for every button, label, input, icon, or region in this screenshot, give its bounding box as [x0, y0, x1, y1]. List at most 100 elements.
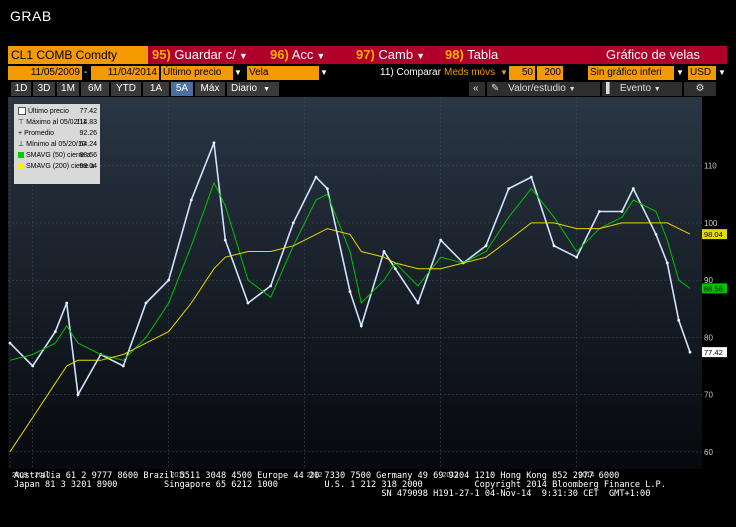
end-date-field[interactable]: 11/04/2014 [91, 66, 159, 80]
menu-label: Camb [378, 47, 414, 62]
menu-number: 95) [152, 47, 171, 62]
legend-swatch [18, 163, 24, 170]
data-point [552, 244, 556, 248]
data-point [439, 238, 443, 242]
x-tick-label: 2012 [307, 472, 323, 479]
data-point [246, 301, 250, 305]
data-point [76, 393, 80, 396]
chart-type-select[interactable]: Vela [247, 66, 319, 80]
legend-row-average: + Promedio 92.26 [18, 128, 97, 139]
legend-value: 114.83 [76, 119, 97, 126]
y-tick-label: 90 [704, 276, 713, 285]
menu-number: 97) [356, 47, 375, 62]
high-marker-icon: ⊤ [18, 119, 25, 126]
chevron-down-icon[interactable]: ▼ [234, 68, 242, 77]
series-line [9, 181, 691, 361]
value-study-button[interactable]: ✎ Valor/estudio ▼ [487, 82, 600, 96]
range-max[interactable]: Máx [195, 82, 225, 96]
frequency-select[interactable]: Diario ▼ [227, 82, 279, 96]
y-tick-label: 70 [704, 391, 713, 400]
range-ytd[interactable]: YTD [111, 82, 141, 96]
chart-legend[interactable]: Último precio 77.42 ⊤ Máximo al 05/02/11 11… [14, 104, 100, 184]
chart-title: Gráfico de velas [606, 47, 700, 62]
ticker-field[interactable]: CL1 COMB Comdty [8, 46, 148, 64]
menu-label: Acc [291, 47, 314, 62]
range-5a[interactable]: 5A [171, 82, 193, 96]
x-tick-label: 2010 [35, 472, 51, 479]
data-point [189, 198, 193, 202]
data-point [167, 278, 171, 282]
start-date-field[interactable]: 11/05/2009 [8, 66, 82, 80]
chevron-down-icon[interactable]: ▼ [500, 68, 508, 77]
actions-menu[interactable]: 96) Acc ▼ [270, 46, 325, 64]
chevron-down-icon[interactable]: ▼ [676, 68, 684, 77]
legend-label: Último precio [28, 108, 69, 115]
event-label: Evento [619, 83, 652, 94]
menu-label: Tabla [467, 47, 499, 62]
data-point [325, 187, 329, 190]
table-menu[interactable]: 98) Tabla [445, 46, 498, 64]
range-6m[interactable]: 6M [81, 82, 109, 96]
chevron-down-icon: ▼ [416, 51, 426, 61]
price-chart[interactable] [8, 97, 702, 469]
compare-select[interactable]: Meds móvs [444, 67, 496, 78]
frequency-label: Diario [231, 83, 258, 94]
data-point [631, 187, 635, 190]
legend-label: Mínimo al 05/20/10 [26, 141, 86, 148]
range-1m[interactable]: 1M [57, 82, 79, 96]
data-point [65, 301, 69, 305]
legend-row-low: ⊥ Mínimo al 05/20/10 64.24 [18, 139, 97, 150]
currency-select[interactable]: USD [688, 66, 716, 80]
last-value-label: 88.56 [704, 284, 723, 293]
chevron-down-icon: ▼ [238, 51, 248, 61]
chevron-down-icon: ▼ [653, 86, 661, 93]
data-point [359, 324, 363, 328]
flag-icon: ▌ [606, 83, 614, 94]
ma-long-field[interactable]: 200 [537, 66, 563, 80]
data-point [31, 364, 35, 368]
legend-row-sma50: SMAVG (50) cierre a 88.56 [18, 150, 97, 161]
change-menu[interactable]: 97) Camb ▼ [356, 46, 425, 64]
footer-line: Japan 81 3 3201 8900 Singapore 65 6212 1… [14, 480, 666, 490]
y-tick-label: 60 [704, 448, 713, 457]
collapse-button[interactable]: « [469, 82, 485, 96]
range-1d[interactable]: 1D [11, 82, 31, 96]
legend-value: 88.56 [79, 152, 97, 159]
legend-swatch [18, 107, 26, 116]
last-value-tag [702, 347, 727, 358]
chevron-down-icon: ▼ [316, 51, 326, 61]
ma-short-field[interactable]: 50 [509, 66, 535, 80]
legend-label: SMAVG (200) cierre a [26, 163, 95, 170]
plot-background [8, 97, 702, 469]
chevron-down-icon: ▼ [568, 86, 576, 93]
legend-value: 92.26 [79, 130, 97, 137]
last-value-tag [702, 229, 727, 240]
range-1a[interactable]: 1A [143, 82, 169, 96]
menu-number: 96) [270, 47, 289, 62]
data-point [53, 330, 57, 333]
footer-line: Australia 61 2 9777 8600 Brazil 5511 304… [14, 471, 620, 481]
chevron-down-icon[interactable]: ▼ [320, 68, 328, 77]
x-tick-label: 2014 [579, 472, 595, 479]
series-line [9, 142, 691, 398]
event-button[interactable]: ▌ Evento ▼ [602, 82, 682, 96]
legend-value: 77.42 [79, 108, 97, 115]
save-as-menu[interactable]: 95) Guardar c/▼ [152, 46, 248, 64]
compare-label[interactable]: 11) Comparar [380, 67, 441, 78]
data-point [575, 255, 579, 259]
legend-value: 64.24 [79, 141, 97, 148]
lower-chart-select[interactable]: Sin gráfico inferi [588, 66, 674, 80]
legend-swatch [18, 152, 24, 159]
chevron-down-icon[interactable]: ▼ [718, 68, 726, 77]
gear-icon: ⚙ [695, 83, 705, 94]
legend-row-last-price: Último precio 77.42 [18, 106, 97, 117]
price-field-select[interactable]: Último precio [161, 66, 233, 80]
range-3d[interactable]: 3D [33, 82, 55, 96]
legend-value: 98.04 [79, 163, 97, 170]
settings-button[interactable]: ⚙ [684, 82, 716, 96]
data-point [677, 318, 681, 322]
data-point [393, 267, 397, 271]
data-point [597, 210, 601, 213]
last-value-label: 98.04 [704, 230, 723, 239]
x-tick-label: 2011 [171, 472, 186, 479]
